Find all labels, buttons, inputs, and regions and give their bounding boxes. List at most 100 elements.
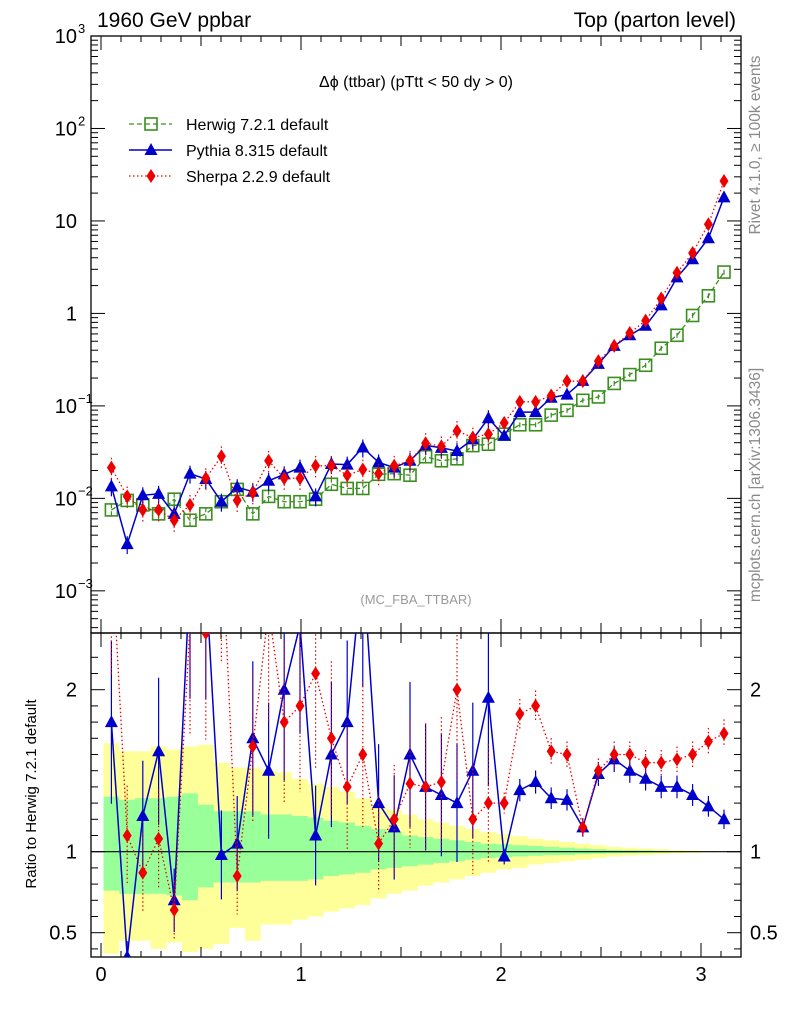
main-point-pythia xyxy=(230,480,244,493)
main-line-herwig xyxy=(111,271,725,522)
main-ytick-label: 10 xyxy=(55,26,77,48)
main-point-sherpa xyxy=(154,502,164,517)
ratio-point-sherpa xyxy=(186,618,195,632)
main-point-sherpa xyxy=(264,453,274,468)
ratio-ytick-label: 1 xyxy=(66,842,77,864)
legend-label-herwig: Herwig 7.2.1 default xyxy=(186,117,329,134)
ratio-point-sherpa xyxy=(374,836,384,851)
ratio-xtick-label: 1 xyxy=(295,964,306,986)
main-point-sherpa xyxy=(326,458,336,473)
main-point-sherpa xyxy=(311,458,321,473)
main-point-herwig xyxy=(717,265,731,279)
main-point-herwig xyxy=(622,367,637,382)
main-point-pythia xyxy=(293,460,307,473)
ratio-point-pythia xyxy=(403,747,417,760)
legend: Herwig 7.2.1 default Pythia 8.315 defaul… xyxy=(129,117,331,186)
main-point-sherpa xyxy=(279,471,289,486)
main-point-sherpa xyxy=(201,471,211,486)
main-ytick-label: 10 xyxy=(55,581,77,603)
ratio-point-sherpa xyxy=(531,698,541,713)
main-point-sherpa xyxy=(515,394,525,409)
ratio-point-sherpa xyxy=(264,602,273,616)
main-point-sherpa xyxy=(593,354,603,369)
main-ytick-label: 10 xyxy=(55,396,77,418)
main-point-herwig xyxy=(638,358,653,373)
ratio-point-sherpa xyxy=(452,682,462,697)
ratio-point-sherpa xyxy=(672,752,682,767)
legend-marker-sherpa xyxy=(146,169,156,183)
ratio-point-sherpa xyxy=(217,521,226,535)
main-point-sherpa xyxy=(688,246,698,261)
ratio-point-sherpa xyxy=(719,726,729,741)
main-point-pythia xyxy=(529,405,543,418)
main-point-pythia xyxy=(481,411,495,424)
main-point-herwig xyxy=(654,341,669,356)
main-point-sherpa xyxy=(562,374,572,389)
ratio-point-pythia xyxy=(654,779,668,792)
main-point-pythia xyxy=(560,387,574,400)
ratio-point-sherpa xyxy=(515,707,525,721)
ratio-panel: 0 1 2 3 0.5 0.5 1 1 2 2 xyxy=(49,521,778,986)
main-point-herwig xyxy=(246,507,260,521)
ratio-point-pythia xyxy=(214,847,228,860)
main-point-herwig xyxy=(355,481,370,496)
ratio-point-pythia xyxy=(309,828,323,841)
ratio-point-pythia xyxy=(340,715,354,728)
ratio-ytick-label: 0.5 xyxy=(49,923,77,945)
ratio-point-sherpa xyxy=(169,903,179,918)
main-point-sherpa xyxy=(609,338,619,353)
main-point-sherpa xyxy=(342,468,352,483)
main-line-sherpa xyxy=(110,180,725,522)
main-point-sherpa xyxy=(672,265,682,280)
header-left-title: 1960 GeV ppbar xyxy=(97,9,251,32)
ratio-point-pythia xyxy=(199,569,212,581)
ratio-point-sherpa xyxy=(578,820,588,835)
main-point-sherpa xyxy=(578,374,588,389)
main-point-sherpa xyxy=(295,471,305,486)
main-point-herwig xyxy=(575,393,590,408)
ratio-point-pythia xyxy=(701,799,715,812)
main-point-herwig xyxy=(685,308,700,323)
ratio-ytick-label-right: 1 xyxy=(750,842,761,864)
ratio-point-sherpa xyxy=(625,747,635,762)
ratio-point-sherpa xyxy=(468,812,478,827)
ratio-ytick-label-right: 0.5 xyxy=(750,923,778,945)
main-point-sherpa xyxy=(169,513,179,528)
ratio-point-sherpa xyxy=(107,537,116,551)
ratio-ytick-label: 2 xyxy=(66,680,77,702)
ratio-point-pythia xyxy=(104,715,118,728)
ratio-point-sherpa xyxy=(499,796,509,811)
main-point-herwig xyxy=(324,477,339,492)
main-point-sherpa xyxy=(216,449,226,464)
main-point-sherpa xyxy=(468,430,478,445)
ratio-point-pythia xyxy=(262,763,276,776)
ratio-point-sherpa xyxy=(358,747,368,762)
rivet-version-label: Rivet 4.1.0, ≥ 100k events xyxy=(747,55,764,234)
main-ytick-exponent: 2 xyxy=(78,113,85,128)
ratio-point-sherpa xyxy=(311,666,321,681)
main-point-sherpa xyxy=(232,493,242,508)
ratio-point-pythia xyxy=(184,569,197,581)
ratio-point-sherpa xyxy=(326,731,336,746)
ratio-point-pythia xyxy=(294,618,307,630)
main-point-pythia xyxy=(701,231,715,244)
main-point-pythia xyxy=(167,506,181,519)
main-point-sherpa xyxy=(546,388,556,403)
legend-marker-herwig xyxy=(144,117,158,131)
main-point-sherpa xyxy=(389,458,399,473)
ratio-point-pythia xyxy=(481,690,495,703)
mcplots-label: mcplots.cern.ch [arXiv:1306.3436] xyxy=(747,368,764,602)
main-point-sherpa xyxy=(719,174,729,189)
main-point-pythia xyxy=(136,488,150,501)
main-point-sherpa xyxy=(436,439,446,454)
ratio-ytick-label-right: 2 xyxy=(750,680,761,702)
ratio-band-inner xyxy=(103,793,732,901)
ratio-point-pythia xyxy=(623,763,637,776)
ratio-point-sherpa xyxy=(436,775,446,790)
legend-label-pythia: Pythia 8.315 default xyxy=(186,143,328,160)
main-point-sherpa xyxy=(122,489,132,504)
ratio-point-sherpa xyxy=(593,763,603,778)
ratio-point-pythia xyxy=(356,553,369,565)
main-point-herwig xyxy=(199,507,213,521)
ratio-point-sherpa xyxy=(342,779,352,794)
